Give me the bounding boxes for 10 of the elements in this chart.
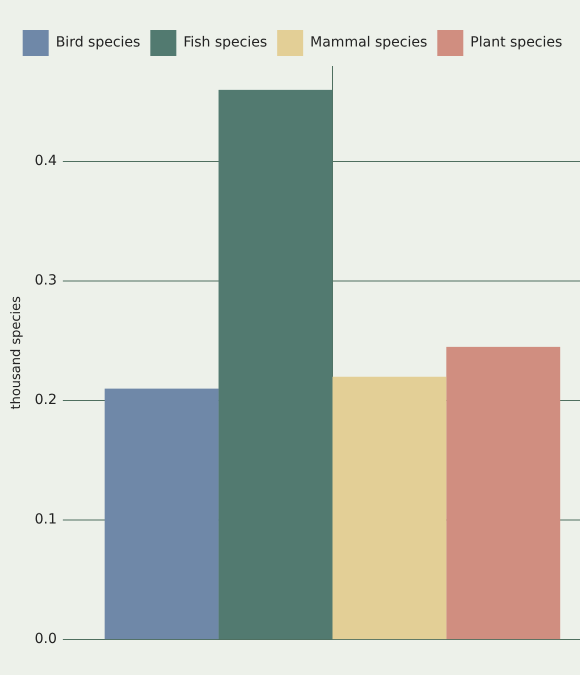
y-tick-label: 0.2 xyxy=(34,392,57,408)
y-tick-label: 0.1 xyxy=(34,512,57,528)
legend-label: Bird species xyxy=(56,34,140,51)
legend-label: Plant species xyxy=(470,34,562,51)
y-tick-label: 0.0 xyxy=(34,631,57,648)
y-tick-label: 0.3 xyxy=(34,272,57,289)
y-tick-label: 0.4 xyxy=(34,153,57,170)
legend-label: Mammal species xyxy=(310,34,428,51)
legend-label: Fish species xyxy=(183,34,268,51)
y-axis-title: thousand species xyxy=(9,296,24,410)
